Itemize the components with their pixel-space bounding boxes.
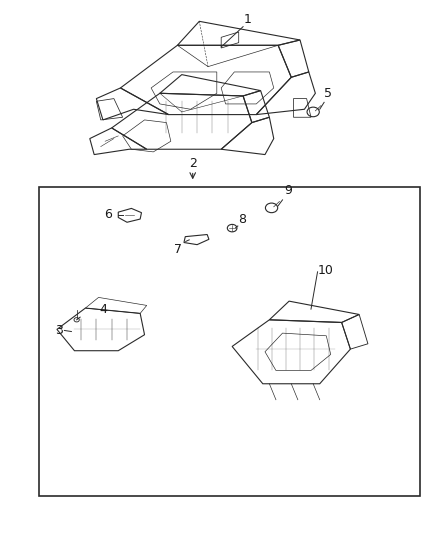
Text: 5: 5 bbox=[324, 87, 332, 100]
Text: 4: 4 bbox=[99, 303, 107, 316]
Text: 6: 6 bbox=[104, 208, 112, 221]
Text: 1: 1 bbox=[244, 13, 251, 26]
Text: 10: 10 bbox=[318, 264, 333, 277]
Text: 9: 9 bbox=[285, 184, 293, 197]
Text: 2: 2 bbox=[189, 157, 197, 170]
Text: 3: 3 bbox=[55, 324, 63, 337]
Bar bbox=[39, 187, 420, 496]
Text: 7: 7 bbox=[174, 243, 182, 255]
Text: 8: 8 bbox=[238, 213, 246, 226]
